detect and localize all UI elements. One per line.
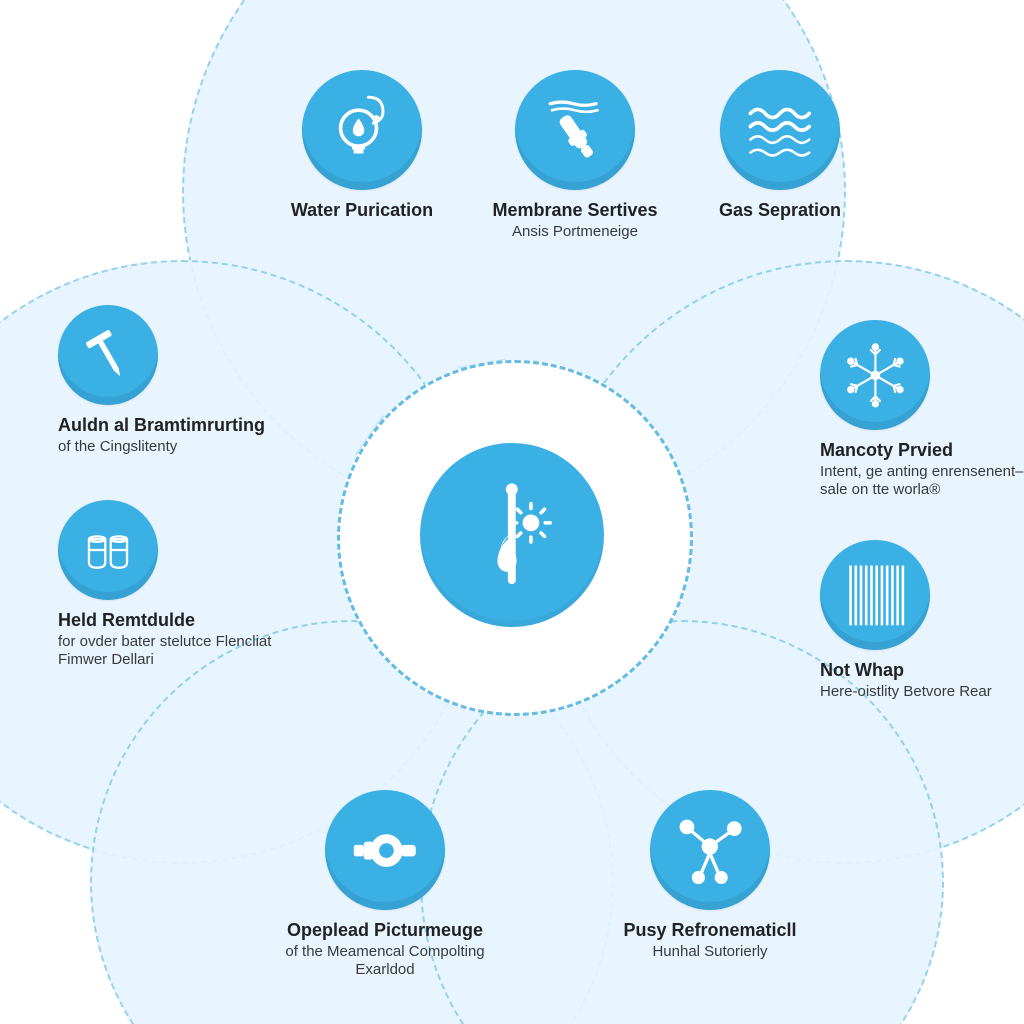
filter-pen-icon [515, 70, 635, 190]
node-subtitle: for ovder bater stelutce Flencliat Fimwe… [58, 633, 298, 669]
node-subtitle: Here-oistlity Betvore Rear [820, 683, 992, 701]
node-title: Held Remtdulde [58, 610, 195, 631]
node-subtitle: of the Meamencal Compolting Exarldod [260, 943, 510, 979]
tools-icon [650, 790, 770, 910]
infographic-root: Water Purication Membrane Sertives Ansis … [0, 0, 1024, 1024]
node-opeplead: Opeplead Picturmeugeof the Meamencal Com… [260, 790, 510, 979]
node-title: Pusy Refronematicll [623, 920, 796, 941]
nail-icon [58, 305, 158, 405]
node-gas-separation: Gas Sepration [690, 70, 870, 221]
node-subtitle: Intent, ge anting enrensenent– or sale o… [820, 463, 1024, 499]
node-mancoty: Mancoty PrviedIntent, ge anting enrensen… [820, 320, 1024, 499]
bulb-drop-icon [302, 70, 422, 190]
node-title: Opeplead Picturmeuge [287, 920, 483, 941]
node-title: Membrane Sertives [492, 200, 657, 221]
node-subtitle: Ansis Portmeneige [512, 223, 638, 241]
node-pusy: Pusy Refronematicll Hunhal Sutorierly [595, 790, 825, 961]
node-membrane-sertives: Membrane Sertives Ansis Portmeneige [470, 70, 680, 241]
node-title: Auldn al Bramtimrurting [58, 415, 265, 436]
node-title: Not Whap [820, 660, 904, 681]
waves-icon [720, 70, 840, 190]
node-auldn: Auldn al Bramtimrurting of the Cingsliten… [58, 305, 288, 456]
node-held-remtdulde: Held Remtduldefor ovder bater stelutce F… [58, 500, 298, 669]
node-subtitle: Hunhal Sutorierly [652, 943, 767, 961]
center-hub [420, 443, 604, 627]
snowflake-icon [820, 320, 930, 430]
node-subtitle: of the Cingslitenty [58, 438, 177, 456]
node-title: Gas Sepration [719, 200, 841, 221]
cups-icon [58, 500, 158, 600]
node-water-purification: Water Purication [262, 70, 462, 221]
node-title: Water Purication [291, 200, 433, 221]
pump-icon [325, 790, 445, 910]
node-title: Mancoty Prvied [820, 440, 953, 461]
stripes-icon [820, 540, 930, 650]
node-not-whap: Not Whap Here-oistlity Betvore Rear [820, 540, 1020, 701]
